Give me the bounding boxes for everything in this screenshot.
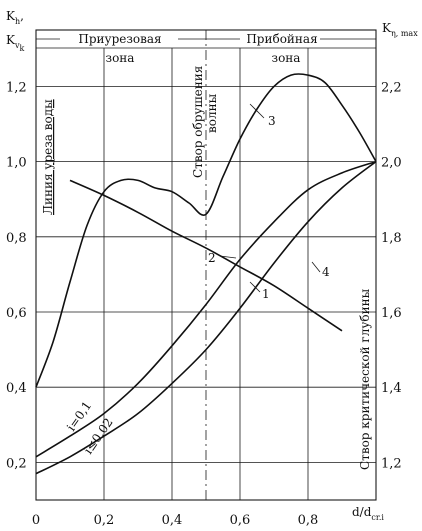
x-axis-label-sub: cr.i (371, 513, 384, 522)
x-tick-label: 0 (32, 513, 40, 528)
zone-right-label: Прибойная (246, 32, 317, 46)
left-axis-label-v: v (14, 41, 20, 50)
x-axis-label-main: d/d (352, 505, 372, 519)
leader-2 (219, 255, 237, 259)
left-axis-label-comma: , (20, 9, 24, 23)
curve-layer (35, 73, 377, 475)
y-right-tick-label: 1,6 (381, 306, 402, 321)
svg-text:Kh,: Kh, (6, 9, 24, 26)
x-tick-label: 0,2 (94, 513, 115, 528)
y-right-tick-label: 2,0 (381, 156, 402, 171)
series-line-4 (69, 179, 343, 332)
y-left-tick-label: 1,0 (6, 156, 27, 171)
y-right-tick-label: 1,2 (381, 456, 402, 471)
right-axis-label: Kη, max (382, 21, 418, 38)
x-tick-label: 0,4 (162, 513, 183, 528)
critical-depth-label: Створ критической глубины (358, 288, 372, 470)
left-axis-label-h: h (15, 17, 20, 26)
curve-label-1: 1 (262, 287, 270, 301)
y-left-tick-label: 1,2 (6, 80, 27, 95)
y-left-tick-label: 0,2 (6, 456, 27, 471)
series-line-1 (35, 160, 377, 475)
y-left-tick-label: 0,8 (6, 231, 27, 246)
series-line-2 (35, 160, 377, 458)
left-axis-label: Kh, Kvk (6, 9, 25, 53)
tick-layer: 0 0,2 0,4 0,6 0,8 0,2 0,4 0,6 0,8 1,0 1,2 1,2 1,4 1,6… (6, 80, 402, 528)
right-axis-label-sub: η, max (391, 29, 418, 38)
leader-1 (249, 281, 261, 293)
left-axis-label-k1: K (6, 9, 16, 23)
slope-label-a: i=0,1 (64, 399, 94, 434)
left-axis-label-k2: K (6, 33, 16, 47)
y-left-tick-label: 0,6 (6, 306, 27, 321)
slope-label-b: i≤0,02 (81, 415, 116, 456)
curve-label-3: 3 (268, 114, 276, 128)
zone-left-label-2: зона (106, 51, 135, 65)
y-right-tick-label: 2,2 (381, 80, 402, 95)
left-axis-label-vk: k (20, 44, 25, 53)
series-line-3 (35, 73, 377, 388)
x-axis-label: d/dcr.i (352, 505, 384, 522)
curve-label-2: 2 (208, 251, 216, 265)
shoreline-label: Линия уреза воды (41, 99, 55, 215)
breaking-label-2: волны (205, 93, 219, 133)
x-tick-label: 0,8 (298, 513, 319, 528)
curve-label-4: 4 (322, 265, 330, 279)
right-axis-label-k: K (382, 21, 392, 35)
svg-text:Kvk: Kvk (6, 33, 25, 53)
leader-4 (311, 261, 321, 273)
y-right-tick-label: 1,4 (381, 381, 402, 396)
zone-right-label-2: зона (272, 51, 301, 65)
y-right-tick-label: 1,8 (381, 231, 402, 246)
y-left-tick-label: 0,4 (6, 381, 27, 396)
zone-left-label: Приурезовая (78, 32, 161, 46)
x-tick-label: 0,6 (230, 513, 251, 528)
breaking-label: Створ обрушения (191, 66, 205, 178)
grid-layer (36, 48, 376, 500)
leader-3 (249, 103, 265, 119)
